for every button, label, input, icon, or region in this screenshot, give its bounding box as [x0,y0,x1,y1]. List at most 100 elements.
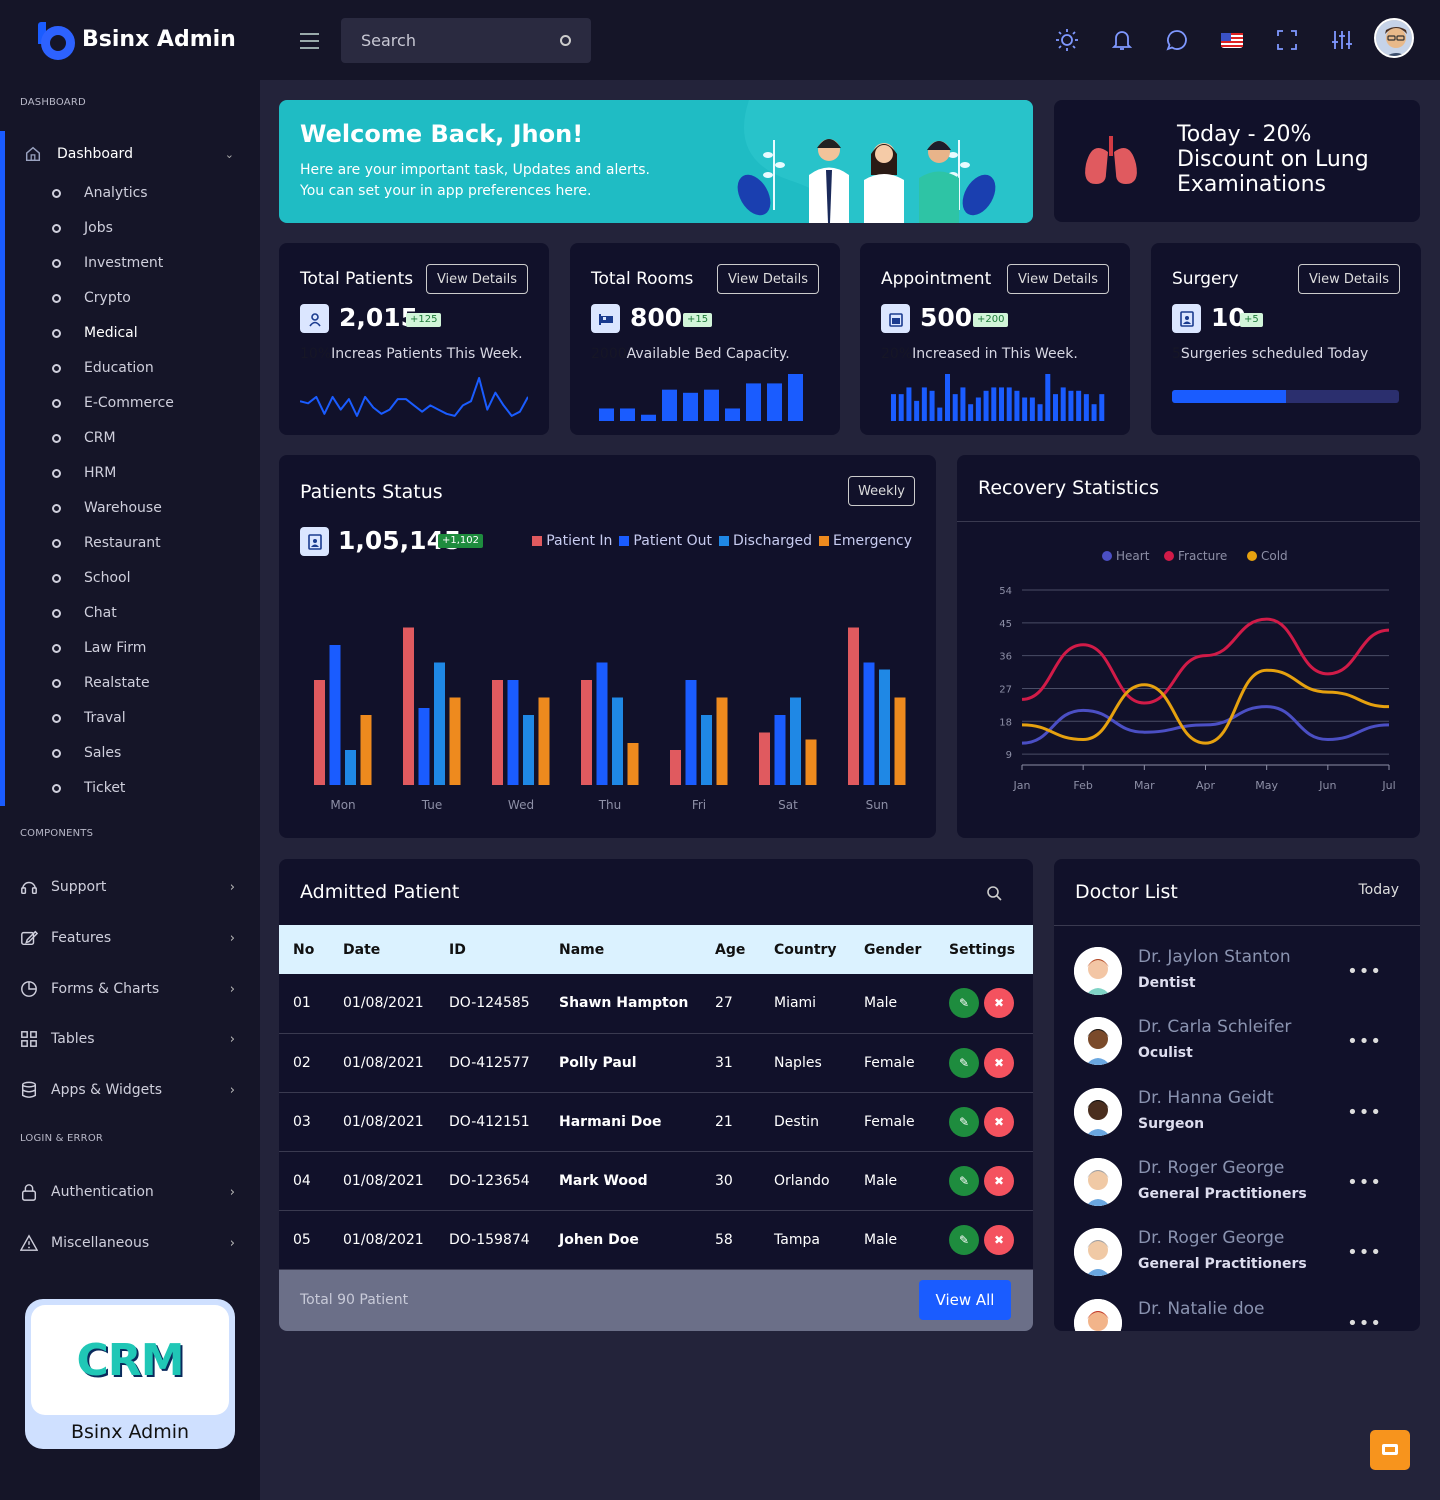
bar-patient-out-thu[interactable] [596,662,608,786]
sidebar-item-tables[interactable]: Tables › [20,1030,235,1048]
bar-patient-out-tue[interactable] [418,708,430,785]
sidebar-item-medical[interactable]: Medical [52,325,138,341]
edit-icon[interactable]: ✎ [949,1165,979,1196]
sidebar-item-realstate[interactable]: Realstate [52,675,150,691]
bell-icon[interactable] [1110,28,1134,52]
bar-emergency-sun[interactable] [894,697,906,786]
legend-label[interactable]: Fracture [1178,549,1227,563]
sidebar-item-sales[interactable]: Sales [52,745,121,761]
bar-discharged-thu[interactable] [612,697,623,786]
view-details-button[interactable]: View Details [1006,264,1109,294]
delete-icon[interactable]: ✖ [984,1106,1014,1137]
sidebar-item-dashboard[interactable]: Dashboard ⌄ [24,145,234,163]
table-row[interactable]: 02 01/08/2021 DO-412577 Polly Paul 31 Naples F… [279,1033,1033,1093]
sun-icon[interactable] [1055,28,1079,52]
search-input[interactable]: Search [341,18,591,63]
more-options-icon[interactable]: ••• [1347,1312,1382,1332]
fullscreen-icon[interactable] [1275,28,1299,52]
sidebar-item-investment[interactable]: Investment [52,255,163,271]
search-icon[interactable] [986,885,1002,901]
doctor-filter-dropdown[interactable]: Today [1358,882,1400,898]
edit-icon[interactable]: ✎ [949,1224,979,1255]
sidebar-item-hrm[interactable]: HRM [52,465,116,481]
doctor-list-item[interactable]: Dr. Roger George General Practitioners ••• [1074,1228,1404,1288]
sidebar-item-authentication[interactable]: Authentication › [20,1183,235,1201]
bar-patient-in-mon[interactable] [314,680,325,785]
bar-discharged-sat[interactable] [790,697,801,786]
bar-emergency-thu[interactable] [627,743,639,785]
menu-toggle-icon[interactable] [300,33,319,54]
sidebar-item-e-commerce[interactable]: E-Commerce [52,395,174,411]
floating-action-button[interactable] [1370,1430,1410,1470]
bar-patient-out-fri[interactable] [685,680,697,785]
view-details-button[interactable]: View Details [425,264,528,294]
bar-emergency-fri[interactable] [716,697,728,786]
doctor-list-item[interactable]: Dr. Hanna Geidt Surgeon ••• [1074,1087,1404,1148]
legend-item[interactable]: Emergency [819,533,912,549]
sidebar-item-miscellaneous[interactable]: Miscellaneous › [20,1234,235,1252]
bar-emergency-mon[interactable] [360,715,372,785]
bar-patient-out-sat[interactable] [774,715,786,785]
view-all-button[interactable]: View All [919,1280,1011,1320]
search-icon[interactable] [560,35,571,46]
bar-discharged-fri[interactable] [701,715,712,785]
promo-card[interactable]: CRM Bsinx Admin [25,1299,235,1449]
table-row[interactable]: 05 01/08/2021 DO-159874 Johen Doe 58 Tampa Mal… [279,1210,1033,1270]
edit-icon[interactable]: ✎ [949,988,979,1019]
chat-icon[interactable] [1165,28,1189,52]
more-options-icon[interactable]: ••• [1347,1242,1382,1264]
sidebar-item-law-firm[interactable]: Law Firm [52,640,146,656]
bar-discharged-mon[interactable] [345,750,356,785]
delete-icon[interactable]: ✖ [984,1165,1014,1196]
bar-patient-in-wed[interactable] [492,680,503,785]
sidebar-item-traval[interactable]: Traval [52,710,126,726]
sidebar-item-education[interactable]: Education [52,360,154,376]
edit-icon[interactable]: ✎ [949,1047,979,1078]
bar-patient-out-sun[interactable] [863,662,875,786]
weekly-dropdown[interactable]: Weekly [848,476,915,506]
bar-emergency-tue[interactable] [449,697,461,786]
sidebar-item-crypto[interactable]: Crypto [52,290,131,306]
us-flag-icon[interactable] [1220,28,1244,52]
sidebar-item-features[interactable]: Features › [20,929,235,947]
sidebar-item-apps-widgets[interactable]: Apps & Widgets › [20,1081,235,1099]
sidebar-item-support[interactable]: Support › [20,878,235,896]
bar-patient-out-wed[interactable] [507,680,519,785]
table-row[interactable]: 03 01/08/2021 DO-412151 Harmani Doe 21 Destin… [279,1092,1033,1152]
bar-patient-in-tue[interactable] [403,627,414,786]
sidebar-item-warehouse[interactable]: Warehouse [52,500,162,516]
bar-discharged-wed[interactable] [523,715,534,785]
sidebar-item-chat[interactable]: Chat [52,605,117,621]
sidebar-item-analytics[interactable]: Analytics [52,185,148,201]
bar-emergency-wed[interactable] [538,697,550,786]
bar-patient-out-mon[interactable] [329,645,341,785]
settings-sliders-icon[interactable] [1330,28,1354,52]
doctor-list-item[interactable]: Dr. Carla Schleifer Oculist ••• [1074,1017,1404,1077]
legend-label[interactable]: Cold [1261,549,1288,563]
sidebar-item-school[interactable]: School [52,570,130,586]
delete-icon[interactable]: ✖ [984,988,1014,1019]
table-row[interactable]: 01 01/08/2021 DO-124585 Shawn Hampton 27 Miam… [279,974,1033,1034]
sidebar-item-forms-charts[interactable]: Forms & Charts › [20,980,235,998]
more-options-icon[interactable]: ••• [1347,1031,1382,1053]
edit-icon[interactable]: ✎ [949,1106,979,1137]
view-details-button[interactable]: View Details [716,264,819,294]
more-options-icon[interactable]: ••• [1347,961,1382,982]
sidebar-item-jobs[interactable]: Jobs [52,220,113,236]
bar-patient-in-sat[interactable] [759,732,770,786]
sidebar-item-crm[interactable]: CRM [52,430,116,446]
bar-discharged-tue[interactable] [434,662,445,786]
promo-lung-card[interactable]: Today - 20% Discount on Lung Examination… [1054,100,1420,222]
app-logo[interactable]: Bsinx Admin [38,18,236,60]
table-row[interactable]: 04 01/08/2021 DO-123654 Mark Wood 30 Orlando M… [279,1151,1033,1211]
more-options-icon[interactable]: ••• [1347,1101,1382,1123]
view-details-button[interactable]: View Details [1297,264,1400,294]
legend-item[interactable]: Discharged [719,533,812,549]
bar-discharged-sun[interactable] [879,669,890,786]
doctor-list-item[interactable]: Dr. Natalie doe ••• [1074,1298,1404,1332]
delete-icon[interactable]: ✖ [984,1224,1014,1255]
doctor-list-item[interactable]: Dr. Roger George General Practitioners ••• [1074,1157,1404,1218]
delete-icon[interactable]: ✖ [984,1047,1014,1078]
sidebar-item-restaurant[interactable]: Restaurant [52,535,161,551]
doctor-list-item[interactable]: Dr. Jaylon Stanton Dentist ••• [1074,947,1404,1007]
